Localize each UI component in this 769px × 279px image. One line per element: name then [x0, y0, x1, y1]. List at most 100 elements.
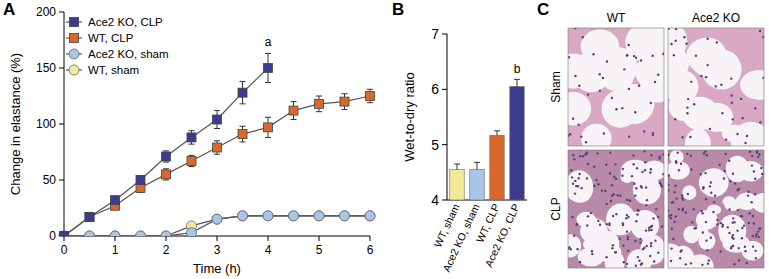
nucleus — [675, 161, 677, 163]
nucleus — [627, 250, 629, 252]
nucleus — [626, 214, 628, 216]
point — [238, 211, 248, 221]
nucleus — [741, 237, 743, 239]
nucleus — [658, 157, 660, 159]
nucleus — [627, 236, 629, 238]
nucleus — [608, 222, 610, 224]
nucleus — [615, 251, 617, 253]
nucleus — [715, 85, 717, 87]
nucleus — [570, 169, 572, 171]
nucleus — [754, 193, 756, 195]
alveolus — [734, 123, 764, 146]
legend-marker — [69, 49, 79, 59]
nucleus — [644, 161, 646, 163]
micrograph — [568, 28, 664, 146]
y-tick-label: 100 — [36, 117, 56, 131]
nucleus — [754, 250, 756, 252]
nucleus — [686, 153, 688, 155]
nucleus — [731, 221, 733, 223]
y-tick-label: 7 — [431, 26, 439, 42]
nucleus — [732, 234, 734, 236]
alveolus — [581, 30, 620, 63]
nucleus — [676, 152, 678, 154]
nucleus — [621, 175, 623, 177]
nucleus — [634, 195, 636, 197]
nucleus — [695, 227, 697, 229]
x-tick-label: 2 — [163, 243, 170, 257]
nucleus — [674, 185, 676, 187]
micrograph-frame — [568, 28, 664, 146]
row-label: Sham — [549, 71, 563, 102]
point — [85, 212, 94, 221]
alveolus — [568, 54, 593, 89]
nucleus — [706, 249, 708, 251]
nucleus — [728, 160, 730, 162]
nucleus — [650, 154, 652, 156]
panel-label: C — [537, 0, 549, 19]
y-tick — [59, 124, 64, 125]
alveolus — [668, 45, 689, 81]
nucleus — [755, 235, 757, 237]
alveolus — [682, 185, 696, 200]
nucleus — [629, 199, 631, 201]
point — [238, 211, 248, 221]
alveolus — [683, 226, 699, 244]
nucleus — [650, 229, 652, 231]
nucleus — [744, 142, 746, 144]
nucleus — [761, 173, 763, 175]
error-bar-cap — [342, 93, 348, 94]
nucleus — [657, 251, 659, 253]
legend-label: WT, CLP — [88, 32, 134, 44]
nucleus — [643, 150, 645, 152]
nucleus — [584, 153, 586, 155]
nucleus — [753, 170, 755, 172]
nucleus — [754, 178, 756, 180]
y-axis-label: Change in elastance (%) — [8, 53, 23, 195]
point — [111, 196, 120, 205]
nucleus — [732, 217, 734, 219]
error-bar-cap — [189, 166, 195, 167]
nucleus — [626, 263, 628, 265]
nucleus — [730, 246, 732, 248]
error-bar-cap — [240, 141, 246, 142]
row-label: CLP — [549, 197, 563, 220]
nucleus — [627, 238, 629, 240]
y-tick-label: 5 — [431, 137, 439, 153]
nucleus — [759, 227, 761, 229]
nucleus — [728, 208, 730, 210]
alveolus — [626, 211, 651, 229]
nucleus — [713, 201, 715, 203]
nucleus — [590, 212, 592, 214]
nucleus — [612, 244, 614, 246]
nucleus — [685, 263, 687, 265]
nucleus — [752, 215, 754, 217]
nucleus — [678, 169, 680, 171]
point — [60, 232, 69, 237]
y-tick-label: 150 — [36, 61, 56, 75]
x-tick-label: 3 — [214, 243, 221, 257]
nucleus — [720, 84, 722, 86]
nucleus — [714, 194, 716, 196]
nucleus — [612, 215, 614, 217]
nucleus — [728, 232, 730, 234]
legend-entry: WT, CLP — [66, 32, 134, 44]
micrograph-frame — [668, 150, 764, 268]
nucleus — [675, 28, 677, 30]
nucleus — [586, 224, 588, 226]
x-tick-label: Ace2 KO, CLP — [482, 202, 522, 269]
nucleus — [691, 221, 693, 223]
nucleus — [628, 44, 630, 46]
nucleus — [619, 194, 621, 196]
error-bar-cap — [214, 140, 220, 141]
nucleus — [626, 199, 628, 201]
x-tick-label: 1 — [112, 243, 119, 257]
nucleus — [652, 134, 654, 136]
error-bar-line — [517, 79, 518, 86]
nucleus — [638, 260, 640, 262]
nucleus — [744, 250, 746, 252]
nucleus — [744, 246, 746, 248]
nucleus — [645, 245, 647, 247]
nucleus — [582, 36, 584, 38]
nucleus — [571, 216, 573, 218]
nucleus — [572, 183, 574, 185]
